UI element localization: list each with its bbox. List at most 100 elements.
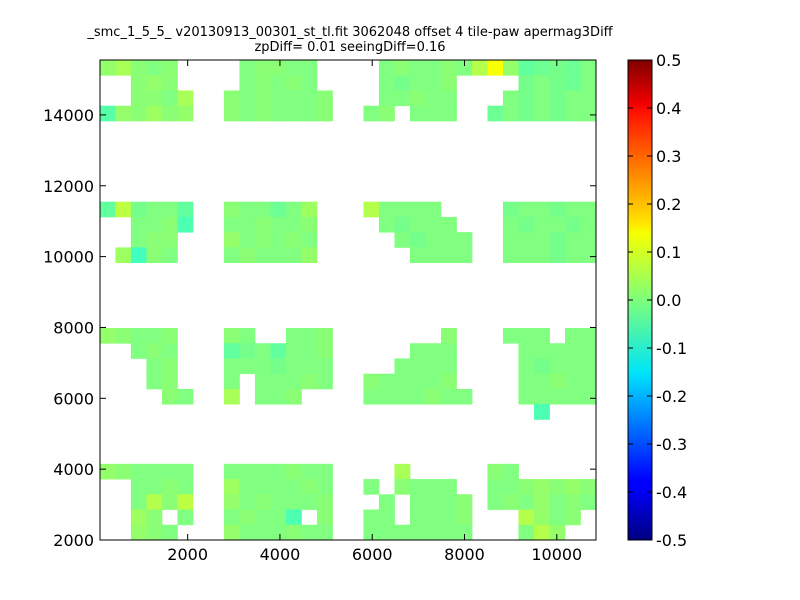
heatmap-cell xyxy=(130,494,147,510)
heatmap-cell xyxy=(285,373,302,390)
heatmap-cell xyxy=(363,479,380,495)
y-tick-label: 12000 xyxy=(43,177,94,196)
heatmap-cell xyxy=(425,201,442,218)
heatmap-cell xyxy=(285,327,302,344)
heatmap-cell xyxy=(549,232,566,248)
heatmap-cell xyxy=(270,60,287,76)
heatmap-cell xyxy=(161,90,178,107)
heatmap-cell xyxy=(518,509,535,526)
heatmap-cell xyxy=(316,494,333,510)
heatmap-cell xyxy=(549,216,566,233)
heatmap-cell xyxy=(285,463,302,480)
heatmap-cell xyxy=(301,232,318,248)
heatmap-cell xyxy=(394,75,411,91)
heatmap-cell xyxy=(285,201,302,218)
colorbar-tick-label: 0.3 xyxy=(656,147,681,166)
heatmap-cell xyxy=(285,494,302,510)
heatmap-cell xyxy=(533,343,550,359)
heatmap-cell xyxy=(239,232,256,248)
heatmap-cell xyxy=(130,216,147,233)
heatmap-cell xyxy=(223,494,240,510)
heatmap-cell xyxy=(564,247,581,264)
heatmap-cell xyxy=(564,494,581,510)
heatmap-cell xyxy=(239,247,256,264)
colorbar-tick-label: 0.2 xyxy=(656,195,681,214)
heatmap-cell xyxy=(409,373,426,390)
heatmap-cell xyxy=(270,494,287,510)
y-axis: 2000 4000 6000 8000 10000 12000 14000 xyxy=(43,106,596,550)
heatmap-cell xyxy=(409,60,426,76)
heatmap-cell xyxy=(502,494,519,510)
heatmap-cell xyxy=(177,216,194,233)
heatmap-cell xyxy=(502,247,519,264)
heatmap-cell xyxy=(425,105,442,122)
heatmap-cell xyxy=(161,232,178,248)
heatmap-cell xyxy=(223,388,240,405)
heatmap-cell xyxy=(161,524,178,541)
heatmap-cell xyxy=(270,524,287,541)
heatmap-cells xyxy=(99,60,597,541)
heatmap-cell xyxy=(425,216,442,233)
heatmap-cell xyxy=(254,343,271,359)
x-tick-label: 6000 xyxy=(352,545,393,564)
heatmap-cell xyxy=(254,463,271,480)
heatmap-cell xyxy=(487,60,504,76)
heatmap-cell xyxy=(270,358,287,375)
heatmap-cell xyxy=(254,509,271,526)
heatmap-cell xyxy=(425,90,442,107)
heatmap-cell xyxy=(177,90,194,107)
heatmap-cell xyxy=(378,373,395,390)
heatmap-cell xyxy=(518,479,535,495)
heatmap-cell xyxy=(502,232,519,248)
heatmap-cell xyxy=(471,60,488,76)
y-tick-label: 2000 xyxy=(53,531,94,550)
heatmap-cell xyxy=(549,494,566,510)
heatmap-cell xyxy=(409,388,426,405)
heatmap-cell xyxy=(440,75,457,91)
heatmap-cell xyxy=(115,60,132,76)
heatmap-cell xyxy=(378,509,395,526)
heatmap-cell xyxy=(394,232,411,248)
heatmap-cell xyxy=(533,509,550,526)
heatmap-cell xyxy=(394,524,411,541)
y-tick-label: 6000 xyxy=(53,389,94,408)
heatmap-cell xyxy=(363,509,380,526)
heatmap-cell xyxy=(99,105,116,122)
heatmap-cell xyxy=(130,105,147,122)
heatmap-cell xyxy=(130,343,147,359)
heatmap-cell xyxy=(177,388,194,405)
heatmap-cell xyxy=(549,388,566,405)
heatmap-cell xyxy=(130,247,147,264)
heatmap-cell xyxy=(425,509,442,526)
colorbar-tick-label: 0.0 xyxy=(656,291,681,310)
heatmap-cell xyxy=(146,90,163,107)
heatmap-cell xyxy=(146,524,163,541)
heatmap-cell xyxy=(409,105,426,122)
heatmap-cell xyxy=(316,463,333,480)
heatmap-cell xyxy=(518,327,535,344)
heatmap-cell xyxy=(580,479,597,495)
heatmap-cell xyxy=(564,327,581,344)
heatmap-cell xyxy=(394,388,411,405)
heatmap-cell xyxy=(533,479,550,495)
heatmap-cell xyxy=(146,232,163,248)
x-tick-label: 2000 xyxy=(167,545,208,564)
heatmap-cell xyxy=(533,373,550,390)
heatmap-cell xyxy=(146,216,163,233)
heatmap-cell xyxy=(239,105,256,122)
heatmap-cell xyxy=(254,358,271,375)
heatmap-cell xyxy=(518,90,535,107)
heatmap-cell xyxy=(363,388,380,405)
heatmap-cell xyxy=(146,60,163,76)
heatmap-cell xyxy=(425,358,442,375)
heatmap-cell xyxy=(440,343,457,359)
heatmap-cell xyxy=(270,388,287,405)
heatmap-cell xyxy=(518,60,535,76)
heatmap-cell xyxy=(177,463,194,480)
heatmap-cell xyxy=(254,232,271,248)
heatmap-cell xyxy=(409,509,426,526)
colorbar-tick-label: -0.1 xyxy=(656,339,687,358)
heatmap-cell xyxy=(254,105,271,122)
